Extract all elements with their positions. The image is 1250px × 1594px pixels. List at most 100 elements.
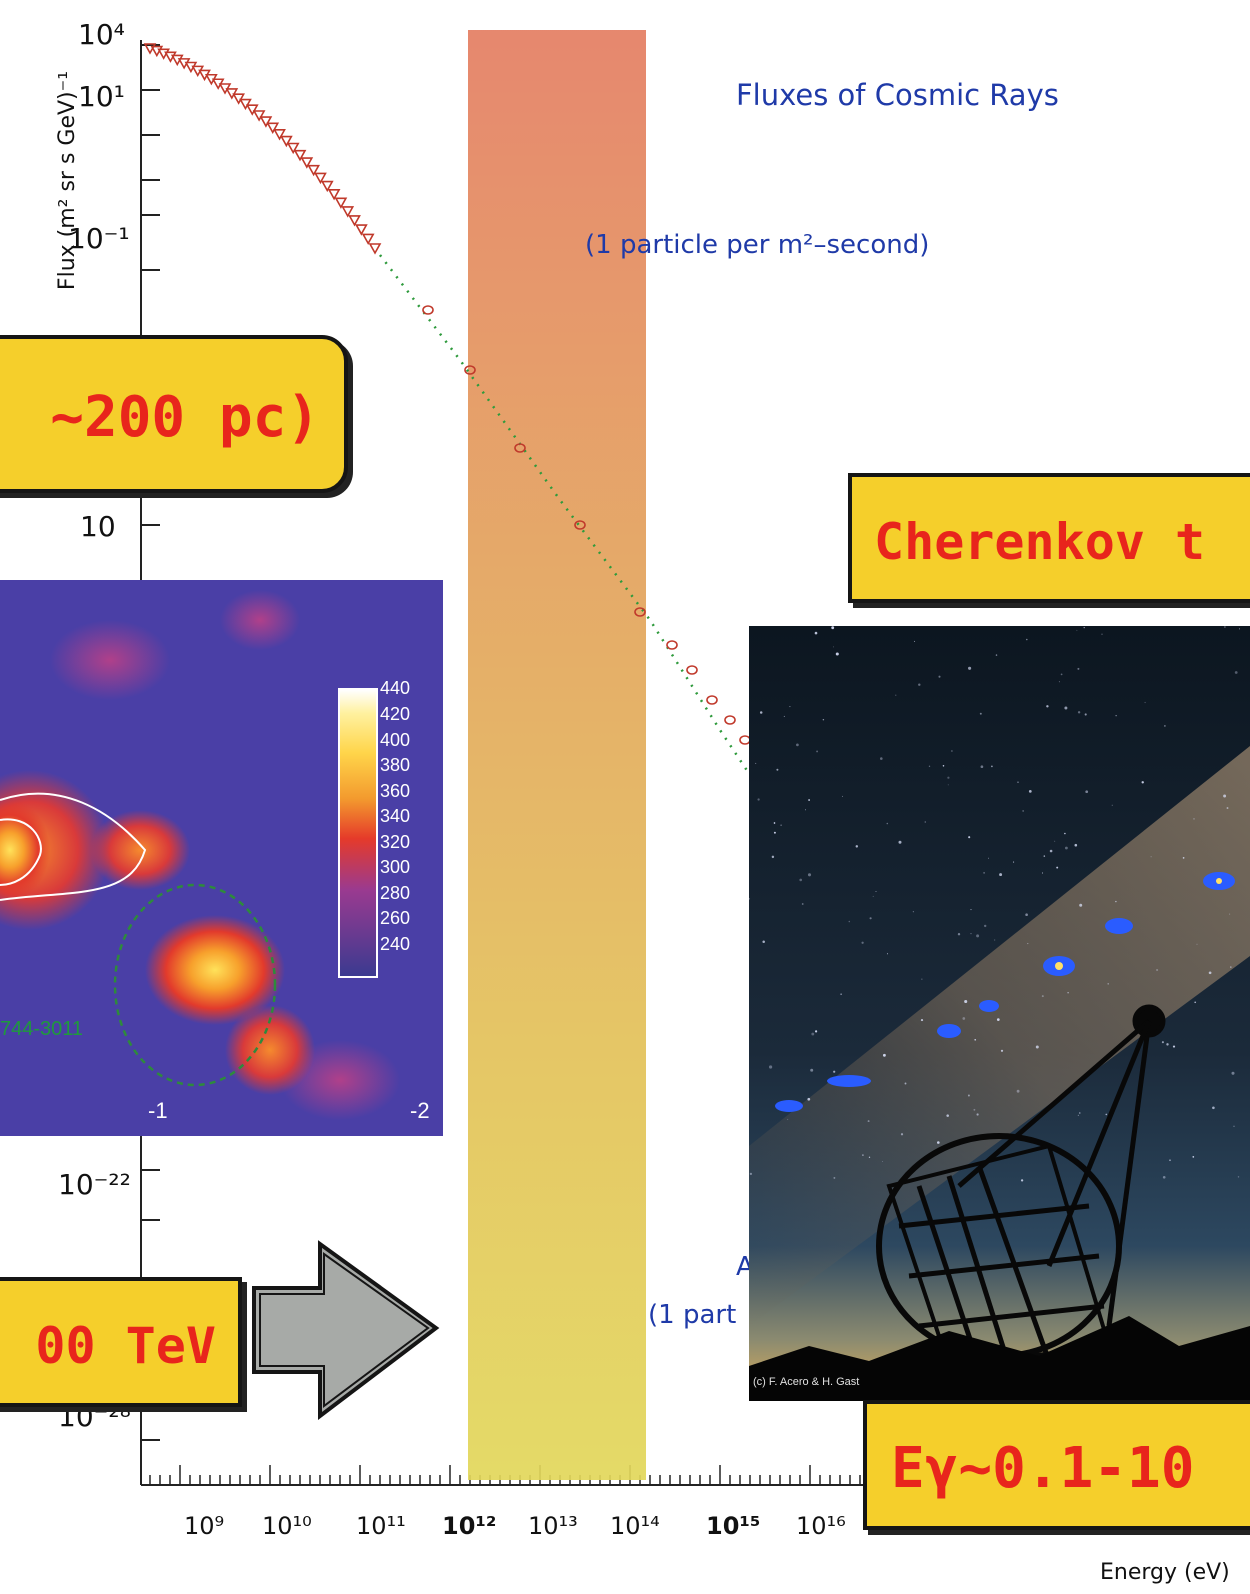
- star: [895, 694, 897, 696]
- star: [1017, 781, 1019, 784]
- star: [898, 840, 902, 844]
- telescope-image: [749, 626, 1250, 1401]
- data-point-circle: [706, 695, 718, 705]
- x-tick-label: 10⁹: [184, 1512, 225, 1540]
- star: [1107, 983, 1109, 985]
- data-point-triangle: [239, 98, 252, 111]
- cherenkov-telescope-photo: (c) F. Acero & H. Gast: [749, 626, 1250, 1401]
- star: [1115, 715, 1117, 717]
- chart-title: Fluxes of Cosmic Rays: [736, 78, 1059, 112]
- colorbar-label: 280: [380, 883, 411, 903]
- star: [755, 762, 757, 764]
- colorbar-label: 360: [380, 781, 411, 801]
- x-tick-label: 10¹⁰: [262, 1512, 312, 1540]
- star: [759, 711, 763, 714]
- data-point-circle: [464, 365, 476, 375]
- star: [1226, 807, 1229, 809]
- data-point-triangle: [348, 215, 361, 227]
- data-point-triangle: [314, 172, 327, 185]
- data-point-triangle: [273, 129, 286, 141]
- star: [947, 776, 950, 779]
- x-tick-label: 10¹¹: [356, 1512, 406, 1540]
- star: [968, 666, 972, 670]
- distance-callout: ~200 pc): [0, 335, 348, 493]
- y-tick-label: 10⁴: [78, 18, 125, 51]
- star: [983, 872, 985, 874]
- star: [1234, 671, 1238, 674]
- star: [1084, 713, 1087, 716]
- data-point-triangle: [320, 180, 334, 193]
- star: [1025, 913, 1028, 917]
- energy-band-highlight: [468, 30, 646, 1480]
- star: [973, 1108, 976, 1111]
- star: [1026, 638, 1028, 641]
- star: [1162, 1175, 1166, 1179]
- star: [1041, 995, 1044, 998]
- star: [801, 903, 804, 905]
- star: [1208, 971, 1212, 975]
- star: [831, 626, 835, 630]
- spectrum-fit-line: [379, 254, 762, 791]
- star: [749, 1172, 753, 1176]
- skymap-axis-label: -1: [148, 1098, 168, 1123]
- data-point-triangle: [361, 233, 375, 246]
- star: [1056, 866, 1059, 869]
- star: [1054, 840, 1056, 842]
- data-point-triangle: [266, 122, 280, 134]
- star: [1156, 968, 1159, 972]
- star: [811, 1032, 815, 1036]
- star: [1027, 943, 1029, 945]
- data-point-triangle: [300, 157, 314, 169]
- star: [964, 999, 968, 1004]
- data-point-circle: [724, 715, 736, 725]
- star: [814, 631, 818, 635]
- star: [1058, 681, 1060, 683]
- star: [1077, 667, 1080, 670]
- star: [1105, 1113, 1108, 1116]
- star: [1083, 626, 1085, 629]
- star: [974, 1038, 977, 1041]
- star: [1144, 701, 1146, 704]
- star: [976, 934, 980, 938]
- colorbar-label: 380: [380, 755, 411, 775]
- star: [841, 795, 843, 797]
- star: [1067, 992, 1069, 994]
- star: [796, 743, 799, 747]
- star: [1141, 781, 1144, 784]
- star: [1229, 913, 1231, 915]
- colorbar-label: 420: [380, 704, 411, 724]
- colorbar-label: 400: [380, 730, 411, 750]
- star: [783, 715, 785, 717]
- star: [1074, 843, 1078, 847]
- star: [1196, 943, 1198, 945]
- star: [1166, 1043, 1169, 1046]
- x-tick-label: 10¹⁴: [610, 1512, 660, 1540]
- star: [1016, 1089, 1020, 1093]
- colorbar-label: 240: [380, 934, 411, 954]
- star: [848, 920, 851, 923]
- star: [1194, 1001, 1197, 1004]
- star: [1060, 673, 1063, 676]
- star: [1041, 872, 1044, 874]
- star: [937, 1141, 940, 1144]
- star: [1000, 1049, 1004, 1052]
- star: [957, 932, 961, 936]
- y-tick-label: 10: [80, 510, 116, 543]
- colorbar: [338, 688, 378, 978]
- data-point-triangle: [245, 104, 259, 116]
- data-point-triangle: [368, 243, 382, 255]
- right-arrow-icon: [252, 1240, 440, 1420]
- y-tick-label: 10⁻¹: [68, 222, 130, 255]
- star: [1231, 1071, 1235, 1075]
- colorbar-label: 300: [380, 857, 411, 877]
- star: [822, 718, 825, 721]
- star: [996, 1018, 1000, 1021]
- star: [983, 924, 987, 928]
- star: [938, 675, 941, 678]
- colorbar-label: 320: [380, 832, 411, 852]
- skymap-axis-label: -2: [410, 1098, 430, 1123]
- star: [999, 873, 1003, 877]
- x-tick-label: 10¹³: [528, 1512, 578, 1540]
- star: [979, 712, 982, 715]
